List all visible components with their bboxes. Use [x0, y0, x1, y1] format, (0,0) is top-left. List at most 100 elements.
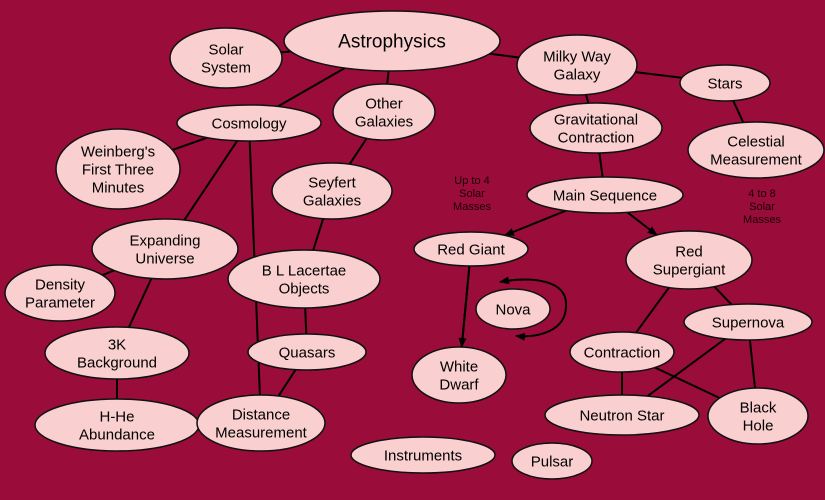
node-3k-background-label: 3K [108, 336, 126, 353]
node-bl-lacertae-objects-shape [227, 249, 381, 309]
node-main-sequence-shape [526, 176, 684, 214]
node-seyfert-galaxies-shape [271, 162, 393, 220]
edge-supernova-to-neutron-star [647, 337, 726, 397]
edge-stars-to-celestial-measurement [732, 100, 745, 123]
annotation-up-to-4-solar-masses-line: Masses [453, 201, 491, 213]
node-solar-system-shape [169, 27, 283, 89]
edge-cosmology-to-weinbergs-first-three-minutes [172, 136, 208, 151]
node-pulsar-label: Pulsar [531, 453, 574, 470]
node-milky-way-galaxy-label: Galaxy [554, 66, 601, 83]
node-celestial-measurement-label: Celestial [727, 133, 785, 150]
node-solar-system-label: System [201, 59, 251, 76]
node-instruments[interactable]: Instruments [350, 436, 496, 474]
edge-gravitational-contraction-to-main-sequence [598, 152, 604, 178]
node-neutron-star[interactable]: Neutron Star [544, 394, 700, 436]
node-nova[interactable]: Nova [475, 288, 551, 330]
node-3k-background-label: Background [77, 354, 157, 371]
node-celestial-measurement-label: Measurement [710, 151, 803, 168]
node-celestial-measurement-shape [687, 121, 825, 179]
node-distance-measurement-shape [196, 394, 326, 452]
node-astrophysics-shape [283, 10, 501, 72]
annotation-up-to-4-solar-masses-line: Solar [459, 188, 485, 200]
node-main-sequence[interactable]: Main Sequence [526, 176, 684, 214]
node-pulsar[interactable]: Pulsar [511, 442, 593, 480]
node-gravitational-contraction-label: Gravitational [554, 111, 638, 128]
edge-other-galaxies-to-seyfert-galaxies [348, 137, 368, 165]
node-expanding-universe-label: Universe [135, 250, 194, 267]
node-gravitational-contraction-label: Contraction [558, 129, 635, 146]
edge-main-sequence-to-red-supergiant [626, 211, 658, 236]
node-seyfert-galaxies-label: Galaxies [303, 192, 361, 209]
edge-astrophysics-to-milky-way-galaxy [489, 52, 520, 59]
edge-milky-way-galaxy-to-gravitational-contraction [584, 94, 590, 104]
edge-white-dwarf-to-red-giant [460, 265, 471, 348]
edge-expanding-universe-to-3k-background [127, 278, 153, 328]
edge-nova-loop-bottom [515, 305, 567, 341]
edge-cosmology-to-expanding-universe [183, 140, 239, 221]
edge-astrophysics-to-solar-system [280, 50, 291, 54]
node-distance-measurement-label: Distance [232, 406, 290, 423]
node-supernova[interactable]: Supernova [683, 303, 813, 341]
node-stars[interactable]: Stars [679, 64, 771, 102]
edge-milky-way-galaxy-to-stars [635, 71, 683, 79]
node-3k-background-shape [44, 326, 190, 380]
node-red-supergiant-label: Supergiant [653, 261, 726, 278]
node-red-giant[interactable]: Red Giant [413, 231, 529, 267]
edge-contraction-to-black-hole [654, 366, 721, 399]
edge-red-supergiant-to-supernova [713, 285, 733, 306]
node-expanding-universe-shape [91, 218, 239, 280]
node-neutron-star-shape [544, 394, 700, 436]
node-astrophysics-label: Astrophysics [338, 32, 446, 53]
node-contraction[interactable]: Contraction [569, 331, 675, 373]
node-stars-shape [679, 64, 771, 102]
node-milky-way-galaxy-shape [516, 34, 638, 96]
node-cosmology[interactable]: Cosmology [176, 104, 322, 142]
node-red-supergiant-shape [625, 230, 753, 290]
annotation-4-to-8-solar-masses-line: Solar [749, 201, 775, 213]
node-stars-label: Stars [707, 75, 742, 92]
node-other-galaxies-label: Other [365, 95, 403, 112]
node-solar-system-label: Solar [208, 41, 243, 58]
edge-quasars-to-distance-measurement [277, 369, 297, 397]
edge-supernova-to-black-hole [748, 339, 756, 389]
node-supernova-shape [683, 303, 813, 341]
annotation-4-to-8-solar-masses-line: Masses [743, 214, 781, 226]
node-distance-measurement-label: Measurement [215, 424, 308, 441]
node-quasars-label: Quasars [279, 344, 336, 361]
node-neutron-star-label: Neutron Star [579, 407, 664, 424]
edge-astrophysics-to-cosmology [277, 67, 346, 108]
node-contraction-label: Contraction [584, 344, 661, 361]
node-nova-shape [475, 288, 551, 330]
node-seyfert-galaxies-label: Seyfert [308, 174, 356, 191]
node-black-hole-label: Black [740, 399, 777, 416]
node-bl-lacertae-objects-label: Objects [279, 280, 330, 297]
node-h-he-abundance-label: Abundance [79, 426, 155, 443]
node-astrophysics[interactable]: Astrophysics [283, 10, 501, 72]
node-weinbergs-first-three-minutes-label: Minutes [92, 179, 145, 196]
edge-red-supergiant-to-contraction [635, 286, 670, 334]
node-gravitational-contraction-shape [529, 102, 663, 154]
node-pulsar-shape [511, 442, 593, 480]
node-quasars[interactable]: Quasars [247, 333, 367, 371]
node-weinbergs-first-three-minutes-label: Weinberg's [81, 143, 155, 160]
node-quasars-shape [247, 333, 367, 371]
